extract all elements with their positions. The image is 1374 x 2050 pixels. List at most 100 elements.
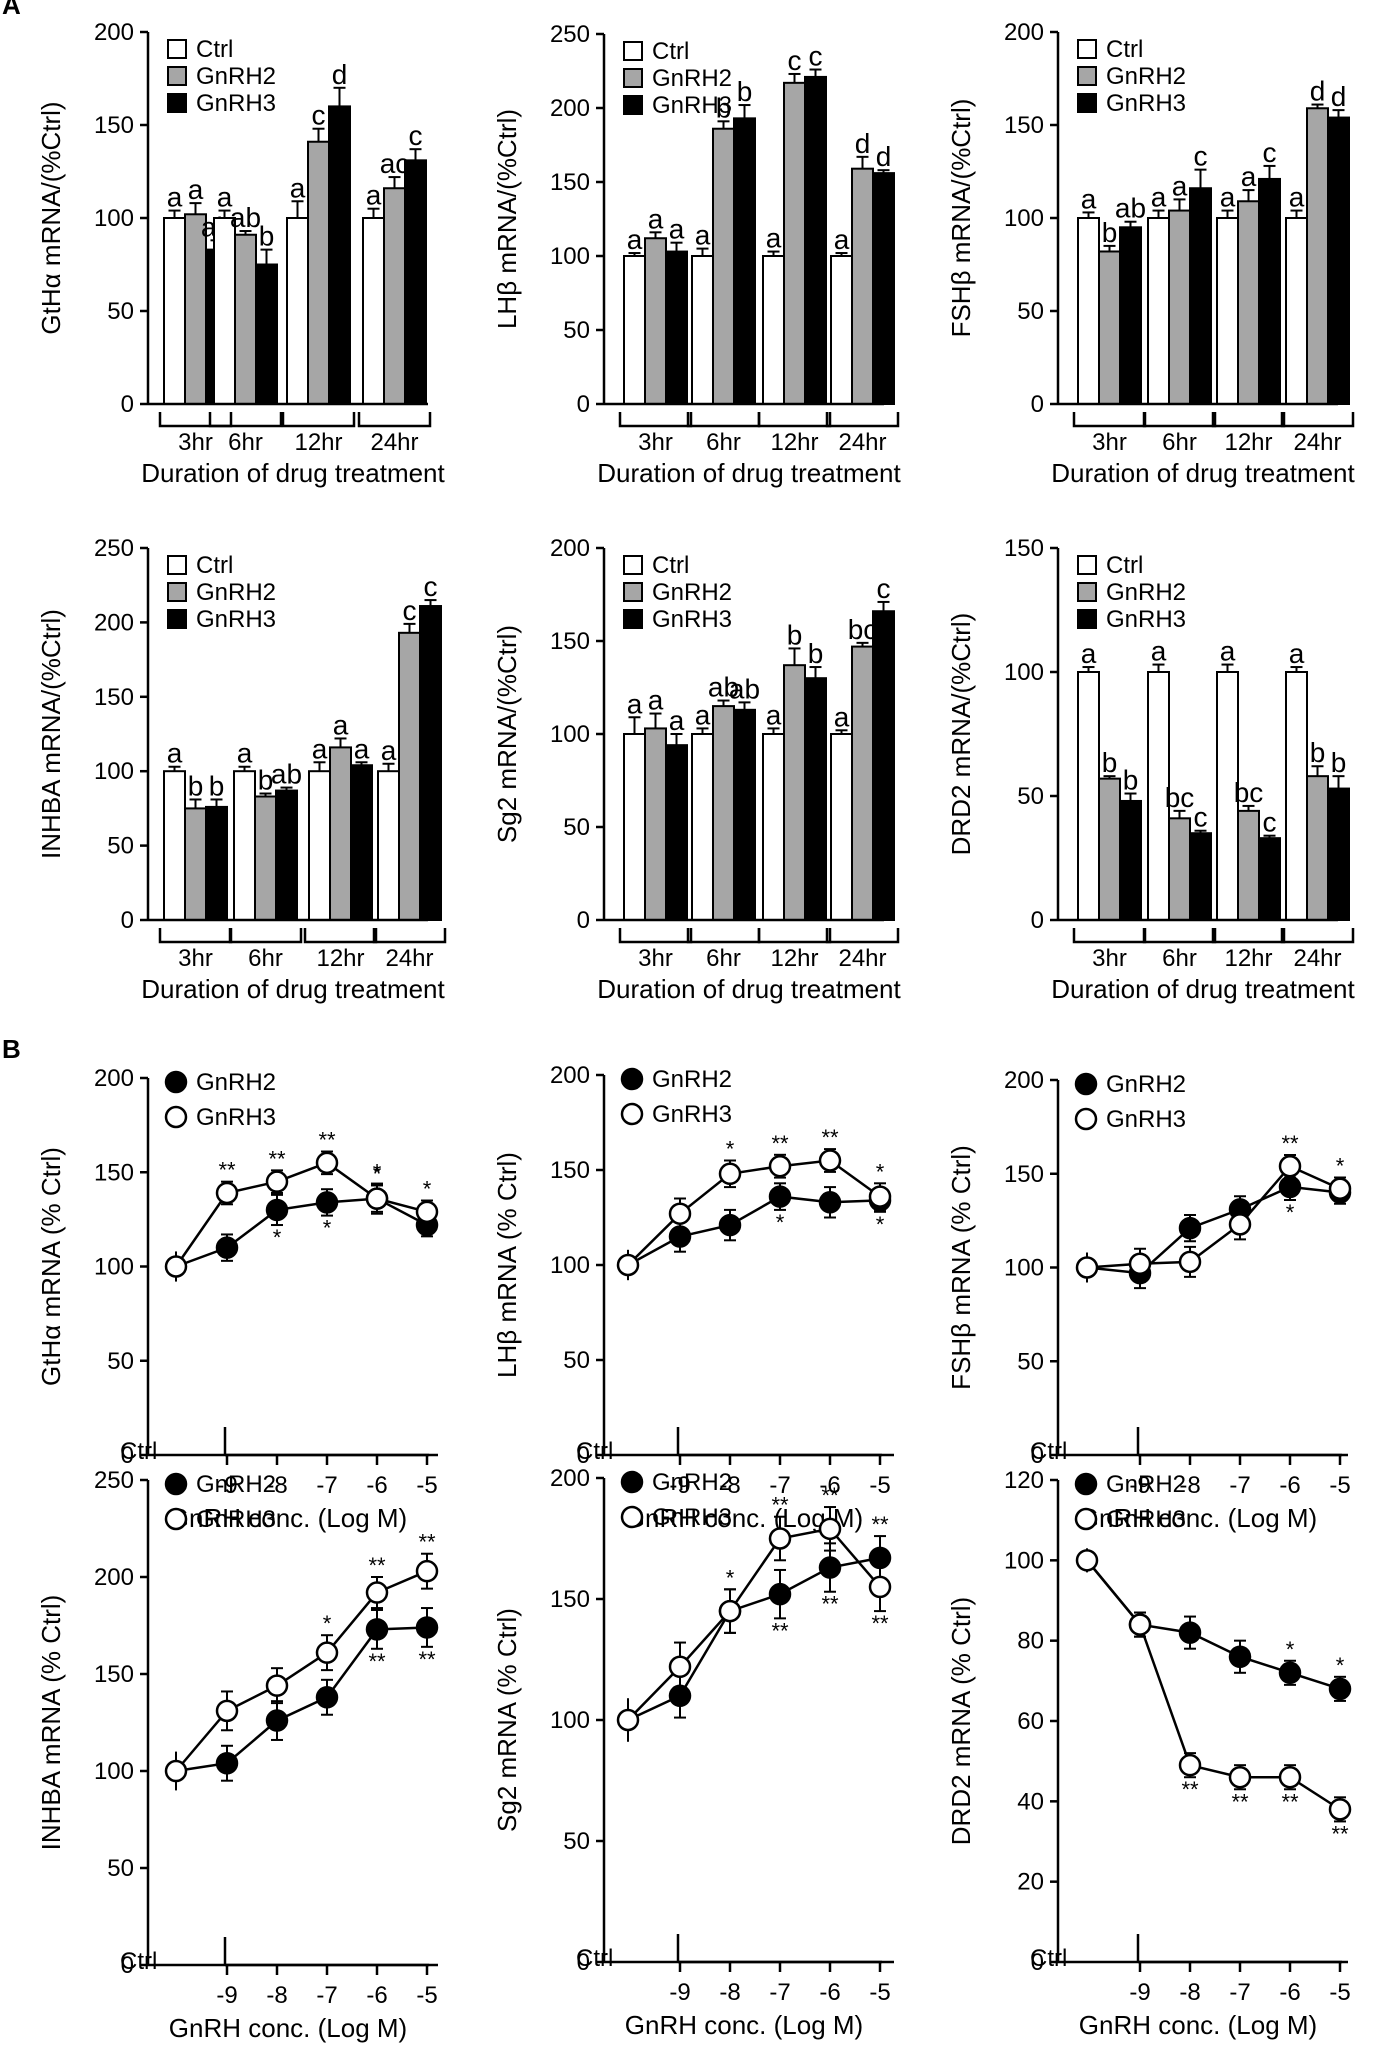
significance-letter: d: [1331, 81, 1347, 112]
y-tick-label: 120: [1004, 1467, 1044, 1494]
legend-label: GnRH3: [652, 1504, 732, 1531]
significance-letter: a: [669, 705, 685, 736]
y-tick-label: 200: [94, 1065, 134, 1092]
y-axis-label: INHBA mRNA/(%Ctrl): [36, 609, 66, 859]
significance-star: *: [1336, 1154, 1345, 1179]
significance-star: **: [418, 1647, 436, 1672]
y-tick-label: 200: [94, 19, 134, 46]
y-tick-label: 250: [94, 1467, 134, 1494]
significance-letter: b: [787, 619, 803, 650]
y-tick-label: 150: [1004, 1161, 1044, 1188]
y-tick-label: 80: [1017, 1628, 1044, 1655]
y-axis-label: DRD2 mRNA (% Ctrl): [946, 1597, 976, 1845]
legend-marker: [1074, 1472, 1098, 1496]
y-tick-label: 50: [1017, 1348, 1044, 1375]
series-line-gnrh2: [627, 1556, 881, 1722]
y-tick-label: 0: [577, 391, 590, 418]
bar: [804, 677, 827, 922]
y-tick-label: 200: [550, 95, 590, 122]
y-tick-label: 100: [94, 205, 134, 232]
bar: [1237, 809, 1260, 922]
x-tick-label: -9: [216, 1982, 237, 2009]
y-axis-label: DRD2 mRNA/(%Ctrl): [946, 613, 976, 856]
x-tick-label: -7: [1229, 1979, 1250, 2006]
significance-star: *: [323, 1216, 332, 1241]
bar: [383, 187, 406, 405]
significance-letter: b: [1102, 747, 1118, 778]
significance-letter: b: [1123, 765, 1139, 796]
y-tick-label: 100: [1004, 1547, 1044, 1574]
significance-letter: c: [877, 573, 891, 604]
significance-letter: a: [627, 224, 643, 255]
legend-swatch: [623, 555, 643, 575]
x-tick-label: -6: [1279, 1979, 1300, 2006]
legend-marker: [164, 1070, 188, 1094]
bar: [830, 255, 853, 405]
x-ctrl-label: Ctrl: [120, 1438, 157, 1465]
category-bracket: [686, 928, 761, 944]
category-bracket: [825, 412, 900, 428]
legend-label: Ctrl: [1106, 36, 1143, 63]
legend-label: GnRH3: [1106, 1506, 1186, 1533]
y-tick-label: 50: [563, 1828, 590, 1855]
significance-letter: a: [1151, 182, 1167, 213]
significance-letter: c: [1194, 802, 1208, 833]
y-axis-label: FSHβ mRNA (% Ctrl): [946, 1145, 976, 1390]
x-axis-label: GnRH conc. (Log M): [625, 2010, 863, 2040]
category-bracket: [1142, 928, 1217, 944]
bar: [1237, 200, 1260, 405]
y-tick-label: 50: [107, 1855, 134, 1882]
significance-letter: a: [1151, 636, 1167, 667]
x-ctrl-label: Ctrl: [1030, 1438, 1067, 1465]
data-point-gnrh3: [718, 1599, 742, 1623]
category-label: 12hr: [770, 945, 818, 972]
significance-letter: a: [381, 735, 397, 766]
category-label: 24hr: [1293, 945, 1341, 972]
category-label: 6hr: [1162, 945, 1197, 972]
y-axis-label: LHβ mRNA (% Ctrl): [492, 1152, 522, 1378]
bar: [783, 81, 806, 405]
y-tick-label: 0: [1031, 1949, 1044, 1976]
significance-letter: a: [1081, 638, 1097, 669]
significance-star: **: [1281, 1131, 1299, 1156]
significance-letter: a: [834, 701, 850, 732]
significance-star: **: [1181, 1777, 1199, 1802]
legend-label: Ctrl: [196, 36, 233, 63]
y-tick-label: 0: [121, 1442, 134, 1469]
bar: [665, 250, 688, 405]
legend-swatch: [1077, 66, 1097, 86]
x-axis-label: Duration of drug treatment: [141, 974, 445, 1004]
bar: [1077, 671, 1100, 921]
data-point-gnrh2: [315, 1686, 339, 1709]
significance-star: *: [1286, 1200, 1295, 1225]
y-tick-label: 50: [107, 1348, 134, 1375]
significance-letter: b: [737, 76, 753, 107]
data-point-gnrh2: [1278, 1175, 1302, 1199]
chart-b4: 0 50 100 150 200 250 INHBA mRNA (% Ctrl) Ctrl -9…: [36, 1467, 439, 2043]
legend-label: GnRH3: [1106, 90, 1186, 117]
significance-star: **: [1231, 1789, 1249, 1814]
significance-letter: b: [258, 765, 274, 796]
significance-letter: a: [366, 180, 382, 211]
series-line-gnrh2: [175, 1626, 428, 1773]
category-bracket: [618, 412, 693, 428]
significance-star: *: [423, 1177, 432, 1202]
data-point-gnrh3: [768, 1154, 792, 1178]
bar: [286, 217, 309, 405]
data-point-gnrh3: [1178, 1250, 1202, 1274]
category-bracket: [1072, 412, 1147, 428]
legend-label: GnRH3: [652, 1101, 732, 1128]
significance-star: *: [1286, 1637, 1295, 1662]
significance-letter: a: [217, 182, 233, 213]
legend-marker: [164, 1472, 188, 1496]
category-label: 24hr: [1293, 429, 1341, 456]
data-point-gnrh2: [1178, 1216, 1202, 1240]
data-point-gnrh3: [315, 1641, 339, 1664]
significance-letter: a: [766, 699, 782, 730]
y-tick-label: 150: [550, 1586, 590, 1613]
ctrl-point: [1075, 1256, 1099, 1279]
x-tick-label: -5: [1329, 1979, 1350, 2006]
significance-letter: a: [354, 733, 370, 764]
